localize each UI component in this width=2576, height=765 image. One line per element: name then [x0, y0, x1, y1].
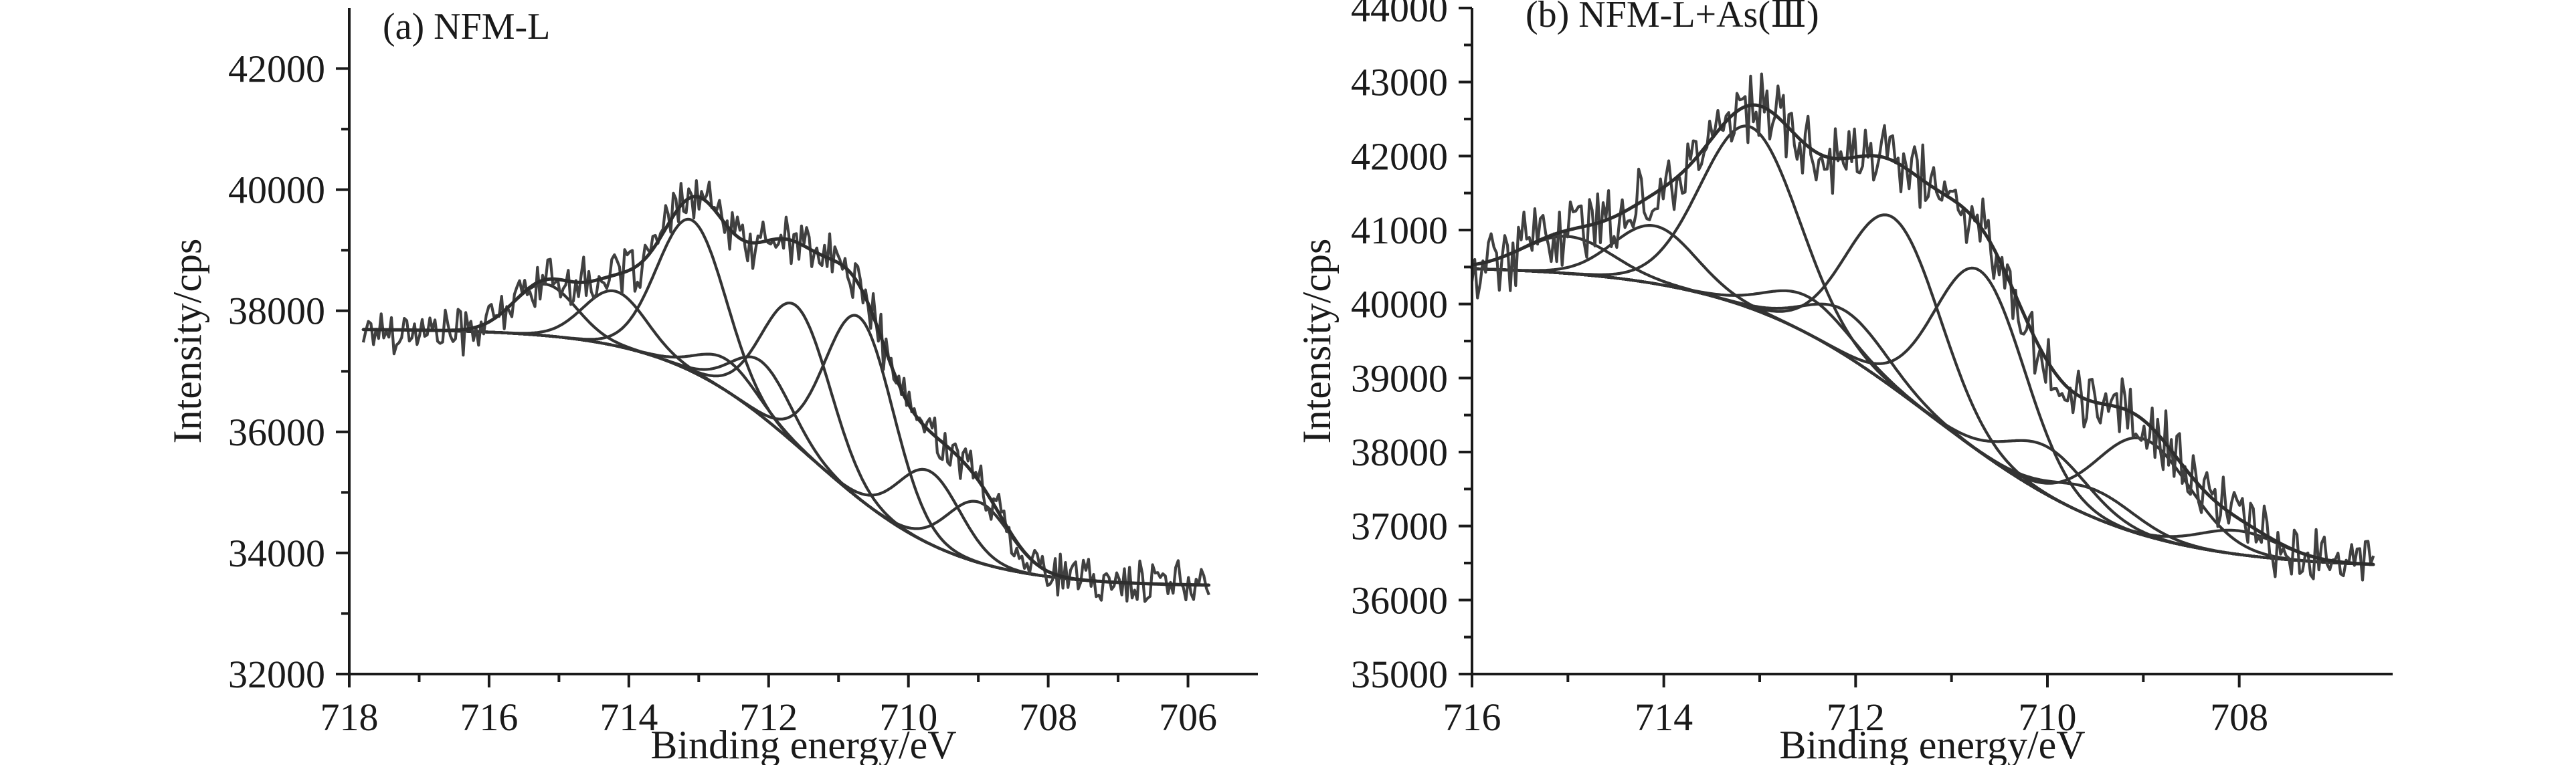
y-tick-label: 32000 [228, 653, 325, 696]
y-tick-label: 42000 [228, 47, 325, 91]
x-tick-label: 710 [2019, 695, 2077, 739]
panel-b-marks [1470, 72, 2375, 582]
chart-panel-b: 716 714 712 710 708 35000 36000 37000 38000 39000… [1295, 0, 2393, 765]
panel-a-x-axis-title: Binding energy/eV [650, 723, 956, 765]
x-tick-label: 712 [1827, 695, 1885, 739]
fitted-peak-11 [1470, 267, 2375, 566]
raw-spectrum [1470, 72, 2375, 582]
background-baseline [361, 328, 1210, 587]
y-tick-label: 35000 [1351, 653, 1448, 696]
y-tick-label: 40000 [1351, 283, 1448, 326]
x-tick-label: 714 [1635, 695, 1693, 739]
x-tick-label: 716 [460, 695, 518, 739]
y-tick-label: 43000 [1351, 61, 1448, 104]
fitted-peak-6 [1470, 213, 2375, 566]
fitted-envelope [1471, 103, 2374, 566]
fitted-peak-4 [361, 328, 1210, 587]
panel-b-x-axis-title: Binding energy/eV [1779, 723, 2085, 765]
y-tick-label: 40000 [228, 169, 325, 212]
panel-a-title: (a) NFM-L [383, 6, 550, 47]
y-tick-label: 38000 [1351, 431, 1448, 474]
x-tick-label: 710 [879, 695, 937, 739]
x-tick-label: 706 [1159, 695, 1217, 739]
y-tick-label: 37000 [1351, 505, 1448, 548]
panel-a-marks [361, 179, 1210, 603]
chart-panel-a: 718 716 714 712 710 708 706 32000 34000 36000 3800… [165, 6, 1258, 765]
y-tick-label: 41000 [1351, 209, 1448, 252]
fitted-envelope [363, 195, 1209, 587]
fitted-peak-8 [361, 328, 1210, 587]
y-tick-label: 39000 [1351, 356, 1448, 400]
fitted-peak-9 [361, 328, 1210, 587]
fitted-peak-3 [361, 217, 1210, 587]
panel-a-y-axis-title: Intensity/cps [165, 239, 209, 444]
fitted-peak-7 [361, 314, 1210, 587]
panel-b-title: (b) NFM-L+As(Ⅲ) [1526, 0, 1819, 35]
raw-spectrum [361, 179, 1210, 603]
panel-b-y-axis-title: Intensity/cps [1295, 239, 1339, 444]
y-tick-label: 34000 [228, 532, 325, 575]
x-tick-label: 708 [1019, 695, 1077, 739]
panel-a-axes: 718 716 714 712 710 708 706 32000 34000 36000 3800… [228, 8, 1258, 739]
y-tick-label: 44000 [1351, 0, 1448, 30]
y-tick-label: 42000 [1351, 134, 1448, 178]
x-tick-label: 714 [600, 695, 658, 739]
fitted-peak-5 [361, 328, 1210, 587]
y-tick-label: 38000 [228, 290, 325, 333]
panel-b-axes: 716 714 712 710 708 35000 36000 37000 38000 39000… [1351, 0, 2393, 739]
x-tick-label: 716 [1443, 695, 1501, 739]
y-tick-label: 36000 [228, 411, 325, 454]
x-tick-label: 708 [2210, 695, 2268, 739]
y-tick-label: 36000 [1351, 578, 1448, 622]
fitted-peak-6 [361, 302, 1210, 587]
x-tick-label: 712 [739, 695, 798, 739]
x-tick-label: 718 [320, 695, 379, 739]
